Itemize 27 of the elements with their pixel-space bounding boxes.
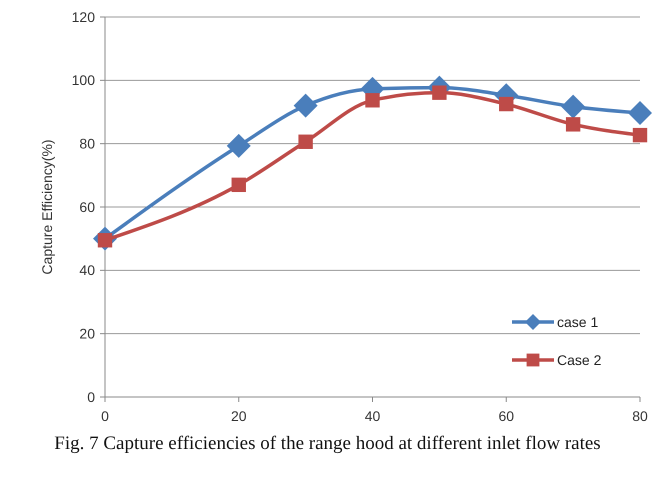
y-axis-title: Capture Efficiency(%) bbox=[39, 139, 55, 275]
point bbox=[561, 94, 586, 119]
y-tick-label: 80 bbox=[79, 136, 96, 152]
legend-label: case 1 bbox=[557, 314, 598, 330]
point bbox=[432, 85, 447, 100]
point bbox=[298, 134, 313, 149]
x-tick-label: 60 bbox=[498, 408, 514, 424]
point bbox=[499, 96, 514, 112]
x-tick-label: 20 bbox=[230, 408, 247, 424]
legend-label: Case 2 bbox=[557, 352, 602, 368]
y-tick-label: 40 bbox=[79, 262, 96, 278]
x-tick-label: 80 bbox=[632, 408, 648, 424]
point bbox=[628, 100, 652, 125]
y-tick-label: 60 bbox=[79, 198, 96, 215]
y-tick-label: 120 bbox=[72, 8, 96, 25]
point bbox=[232, 178, 246, 192]
point bbox=[365, 93, 380, 108]
y-tick-label: 0 bbox=[87, 388, 96, 405]
point bbox=[566, 117, 580, 132]
y-tick-label: 20 bbox=[79, 326, 96, 342]
x-tick-label: 40 bbox=[364, 408, 380, 424]
point bbox=[294, 94, 318, 118]
x-tick-label: 0 bbox=[101, 408, 110, 424]
y-tick-label: 100 bbox=[72, 72, 96, 88]
point bbox=[632, 128, 648, 142]
caption: Fig. 7 Capture efficiencies of the range hood at different inlet flow rates bbox=[53, 432, 602, 456]
point bbox=[226, 134, 251, 158]
